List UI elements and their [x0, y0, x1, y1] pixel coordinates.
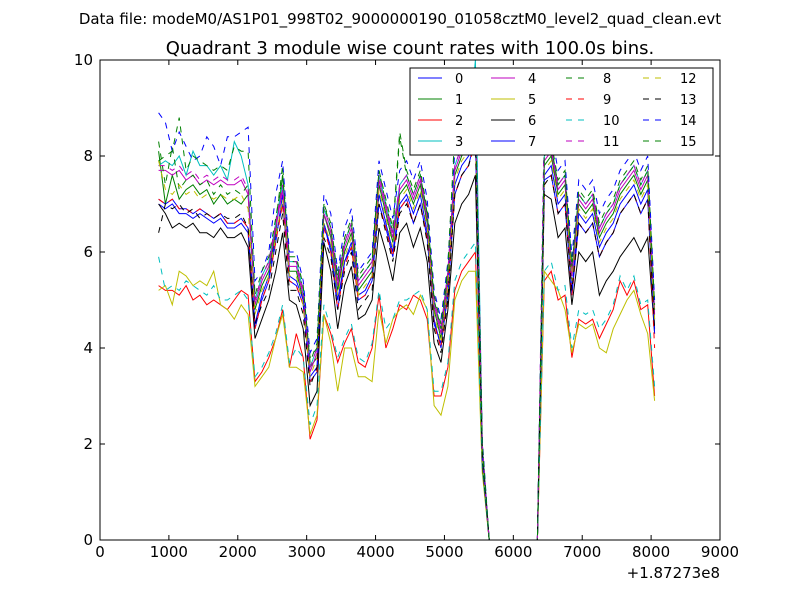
series-line-8: [158, 112, 656, 540]
legend-box: [409, 67, 714, 156]
chart-title: Quadrant 3 module wise count rates with …: [166, 38, 655, 59]
legend-label-7: 7: [528, 135, 536, 150]
y-tick-label: 6: [83, 243, 93, 261]
series-line-12: [158, 127, 656, 540]
x-tick-label: 9000: [701, 543, 739, 561]
x-tick-label: 8000: [632, 543, 670, 561]
plot-lines: [158, 60, 656, 540]
legend-label-10: 10: [603, 114, 620, 129]
legend-label-9: 9: [603, 93, 611, 108]
legend-label-6: 6: [528, 114, 536, 129]
series-line-6: [158, 175, 656, 540]
y-tick-label: 4: [83, 339, 93, 357]
legend-label-14: 14: [680, 114, 697, 129]
legend-label-2: 2: [455, 114, 463, 129]
x-tick-label: 1000: [150, 543, 188, 561]
y-tick-label: 10: [74, 51, 93, 69]
x-tick-label: 7000: [563, 543, 601, 561]
legend-label-12: 12: [680, 72, 697, 87]
axes-frame: [99, 59, 721, 541]
legend-label-13: 13: [680, 93, 697, 108]
figure-suptitle: Data file: modeM0/AS1P01_998T02_90000001…: [79, 10, 721, 29]
series-line-14: [158, 98, 656, 540]
y-tick-label: 8: [83, 147, 93, 165]
series-line-9: [158, 141, 656, 540]
series-line-10: [158, 240, 656, 540]
series-line-4: [158, 117, 656, 540]
x-tick-label: 6000: [494, 543, 532, 561]
series-line-13: [158, 141, 656, 540]
y-tick-label: 2: [83, 435, 93, 453]
legend-label-11: 11: [603, 135, 620, 150]
legend-label-1: 1: [455, 93, 463, 108]
legend-label-3: 3: [455, 135, 463, 150]
series-line-11: [158, 112, 656, 540]
x-tick-label: 2000: [219, 543, 257, 561]
x-tick-label: 0: [95, 543, 105, 561]
series-line-0: [158, 131, 656, 540]
axis-ticks: 0 1000 2000 3000 4000 5000 6000 7000 8000 9000 0 2 4…: [74, 51, 739, 561]
series-line-5: [158, 269, 656, 540]
legend-label-15: 15: [680, 135, 697, 150]
legend-label-5: 5: [528, 93, 536, 108]
x-tick-label: 4000: [356, 543, 394, 561]
x-offset-label: +1.87273e8: [627, 564, 720, 582]
x-tick-label: 5000: [425, 543, 463, 561]
legend-label-8: 8: [603, 72, 611, 87]
series-line-2: [158, 250, 656, 540]
series-line-7: [158, 136, 656, 540]
x-tick-label: 3000: [288, 543, 326, 561]
legend-label-0: 0: [455, 72, 463, 87]
y-tick-label: 0: [83, 531, 93, 549]
series-line-15: [158, 107, 656, 540]
legend-label-4: 4: [528, 72, 536, 87]
